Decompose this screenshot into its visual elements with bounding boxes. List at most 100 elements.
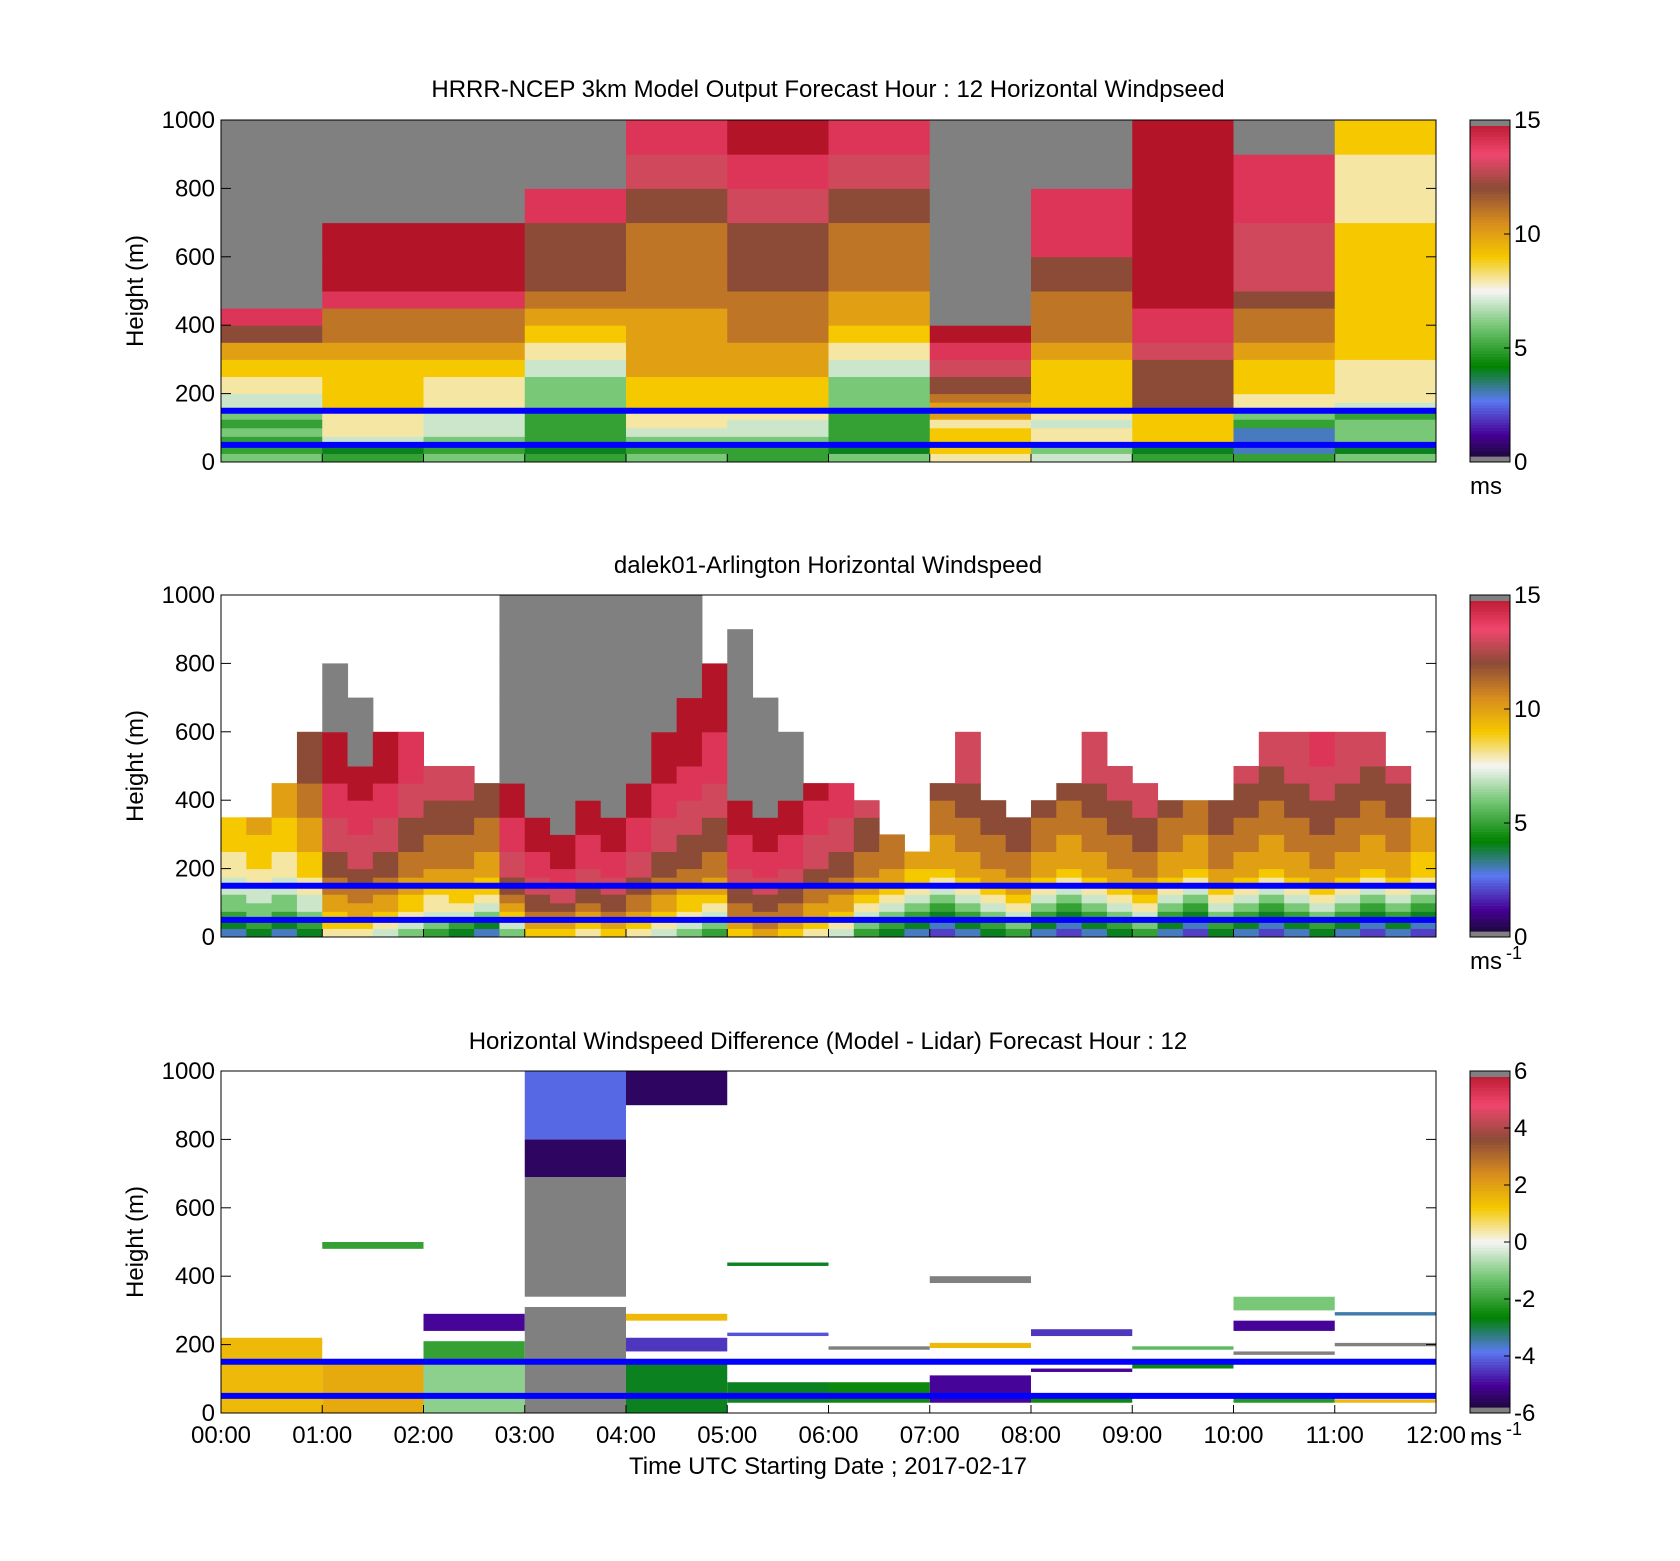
colorbar-band bbox=[1470, 444, 1510, 449]
heatmap-cell bbox=[423, 894, 450, 904]
heatmap-cell bbox=[1334, 359, 1436, 377]
heatmap-cell bbox=[1056, 817, 1083, 835]
colorbar-band bbox=[1470, 1150, 1510, 1154]
heatmap-cell bbox=[1132, 436, 1234, 446]
heatmap-cell bbox=[727, 308, 829, 326]
colorbar-band bbox=[1470, 649, 1510, 653]
heatmap-cell bbox=[372, 911, 399, 921]
heatmap-cell bbox=[1233, 436, 1336, 446]
heatmap-cell bbox=[1157, 902, 1184, 912]
heatmap-cell bbox=[1031, 885, 1057, 895]
heatmap-cell bbox=[448, 902, 475, 912]
heatmap-cell bbox=[727, 919, 754, 929]
colorbar-band bbox=[1470, 188, 1510, 192]
colorbar-band bbox=[1470, 1190, 1510, 1194]
heatmap-cell bbox=[803, 894, 829, 904]
heatmap-cell bbox=[1031, 120, 1133, 155]
heatmap-cell bbox=[651, 663, 678, 699]
colorbar-band bbox=[1470, 654, 1510, 658]
heatmap-cell bbox=[676, 800, 703, 818]
colorbar-band bbox=[1470, 626, 1510, 630]
heatmap-cell bbox=[904, 902, 931, 912]
heatmap-cell bbox=[221, 419, 323, 429]
colorbar-band bbox=[1470, 917, 1510, 921]
colorbar-band bbox=[1470, 669, 1510, 673]
heatmap-cell bbox=[1334, 222, 1436, 258]
heatmap-cell bbox=[499, 894, 526, 904]
heatmap-cell bbox=[626, 868, 652, 878]
heatmap-cell bbox=[651, 911, 678, 921]
heatmap-cell bbox=[600, 902, 627, 912]
heatmap-cell bbox=[727, 402, 829, 412]
heatmap-cell bbox=[1081, 834, 1108, 852]
heatmap-cell bbox=[448, 868, 475, 878]
heatmap-cell bbox=[1258, 766, 1285, 784]
heatmap-cell bbox=[1005, 851, 1032, 870]
colorbar-band bbox=[1470, 199, 1510, 203]
heatmap-cell bbox=[1132, 919, 1159, 929]
colorbar-band bbox=[1470, 771, 1510, 775]
heatmap-cell bbox=[803, 919, 829, 929]
colorbar-band bbox=[1470, 1364, 1510, 1368]
colorbar-tick-label: 2 bbox=[1514, 1172, 1527, 1199]
colorbar-band bbox=[1470, 1210, 1510, 1214]
heatmap-cell bbox=[1157, 919, 1184, 929]
colorbar-band bbox=[1470, 202, 1510, 206]
colorbar-band bbox=[1470, 225, 1510, 229]
heatmap-cell bbox=[296, 868, 323, 878]
colorbar-band bbox=[1470, 811, 1510, 815]
colorbar-band bbox=[1470, 666, 1510, 670]
heatmap-cell bbox=[929, 919, 956, 929]
y-tick-label: 0 bbox=[202, 924, 215, 951]
colorbar-band bbox=[1470, 1301, 1510, 1305]
heatmap-cell bbox=[1208, 928, 1234, 937]
heatmap-cell bbox=[626, 325, 728, 343]
heatmap-cell bbox=[423, 1361, 525, 1413]
heatmap-cell bbox=[752, 928, 779, 937]
colorbar-band bbox=[1470, 1338, 1510, 1343]
heatmap-cell bbox=[1132, 410, 1234, 420]
colorbar-band bbox=[1470, 1284, 1510, 1288]
heatmap-cell bbox=[1106, 868, 1133, 878]
heatmap-cell bbox=[1334, 256, 1436, 292]
colorbar-band bbox=[1470, 840, 1510, 844]
heatmap-cell bbox=[1334, 453, 1436, 462]
y-tick-label: 800 bbox=[175, 175, 215, 202]
heatmap-cell bbox=[727, 731, 754, 767]
heatmap-cell bbox=[701, 877, 728, 887]
heatmap-cell bbox=[423, 359, 526, 377]
heatmap-cell bbox=[701, 766, 728, 784]
heatmap-cell bbox=[398, 885, 424, 895]
heatmap-cell bbox=[727, 222, 829, 258]
colorbar-band bbox=[1470, 922, 1510, 926]
heatmap-cell bbox=[499, 885, 526, 895]
heatmap-cell bbox=[626, 427, 728, 437]
colorbar-band bbox=[1470, 931, 1510, 935]
heatmap-cell bbox=[322, 436, 424, 446]
y-tick-label: 800 bbox=[175, 1126, 215, 1153]
colorbar-band bbox=[1470, 393, 1510, 397]
heatmap-cell bbox=[1208, 817, 1234, 835]
heatmap-cell bbox=[752, 817, 779, 835]
heatmap-cell bbox=[1334, 291, 1436, 309]
heatmap-cell bbox=[904, 894, 931, 904]
heatmap-cell bbox=[1258, 885, 1285, 895]
heatmap-cell bbox=[626, 919, 652, 929]
heatmap-cell bbox=[499, 851, 526, 870]
colorbar-band bbox=[1470, 837, 1510, 841]
panel-difference-colorbar: -6 -4 -2 0 2 4 6 ms -1 bbox=[1469, 1058, 1535, 1451]
heatmap-cell bbox=[499, 800, 526, 818]
heatmap-cell bbox=[1284, 885, 1310, 895]
colorbar-band bbox=[1470, 419, 1510, 423]
x-tick-label: 05:00 bbox=[697, 1422, 757, 1449]
heatmap-cell bbox=[524, 851, 551, 870]
heatmap-cell bbox=[980, 894, 1007, 904]
heatmap-cell bbox=[322, 410, 424, 420]
colorbar-tick-label: 5 bbox=[1514, 810, 1527, 837]
colorbar-band bbox=[1470, 637, 1510, 641]
colorbar-band bbox=[1470, 1279, 1510, 1283]
colorbar-band bbox=[1470, 402, 1510, 406]
heatmap-cell bbox=[1309, 834, 1336, 852]
heatmap-cell bbox=[575, 868, 602, 878]
colorbar-band bbox=[1470, 1356, 1510, 1360]
